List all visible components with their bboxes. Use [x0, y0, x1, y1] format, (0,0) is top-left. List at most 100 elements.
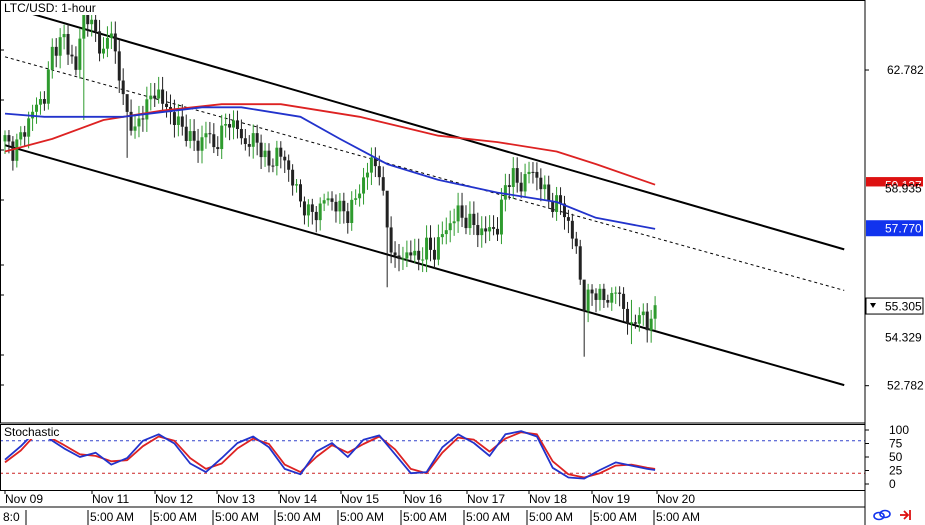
x-tick-label-date: Nov 11: [92, 492, 129, 506]
price-tick-label: 52.782: [887, 379, 924, 393]
candle-body: [429, 237, 433, 250]
candle-body: [302, 201, 306, 216]
candle-body: [492, 227, 496, 229]
candle-body: [511, 168, 515, 187]
candle-body: [539, 177, 543, 190]
channel-upper-line: [16, 8, 845, 251]
candle-body: [535, 171, 539, 178]
candle-body: [180, 116, 184, 127]
candle-body: [172, 112, 176, 125]
candle-body: [291, 169, 295, 186]
x-tick-label-date: Nov 12: [155, 492, 193, 506]
stochastic-d-line: [4, 431, 656, 479]
candle-body: [239, 129, 243, 139]
candle-body: [58, 37, 62, 56]
candle-body: [259, 142, 263, 158]
candle-body: [464, 217, 468, 229]
candle-body: [354, 198, 358, 200]
candle-body: [590, 289, 594, 294]
candle-body: [161, 89, 165, 104]
candle-body: [338, 200, 342, 212]
candle-body: [188, 131, 192, 141]
x-tick-label-left-partial: 8:0: [3, 510, 20, 524]
candle-body: [157, 89, 161, 99]
candle-body: [570, 220, 574, 239]
candle-body: [365, 172, 369, 178]
candle-body: [42, 99, 46, 104]
x-tick-label-time: 5:00 AM: [340, 510, 384, 524]
candle-body: [149, 95, 153, 100]
price-label: 58.935: [885, 181, 922, 195]
candle-body: [417, 250, 421, 260]
candle-body: [247, 144, 251, 147]
candle-body: [381, 177, 385, 191]
candle-body: [409, 252, 413, 256]
candle-body: [633, 322, 637, 324]
candle-body: [330, 198, 334, 202]
candle-body: [578, 246, 582, 280]
candle-body: [50, 46, 54, 70]
candle-body: [212, 134, 216, 148]
candle-body: [86, 7, 90, 25]
x-tick-label-date: Nov 15: [341, 492, 379, 506]
arrow-right-icon[interactable]: [900, 510, 911, 520]
candle-body: [559, 195, 563, 204]
candle-body: [503, 185, 507, 200]
price-label: 54.329: [885, 330, 922, 344]
candle-body: [626, 308, 630, 324]
candle-body: [566, 217, 570, 221]
candle-body: [358, 193, 362, 199]
candle-body: [204, 133, 208, 138]
candle-body: [582, 279, 586, 311]
candle-body: [165, 103, 169, 108]
x-tick-label-date: Nov 14: [279, 492, 317, 506]
candle-body: [594, 293, 598, 300]
price-plot: [3, 0, 845, 387]
candle-body: [243, 138, 247, 145]
candle-body: [472, 213, 476, 226]
candle-body: [393, 252, 397, 256]
candle-body: [649, 318, 653, 331]
candle-body: [66, 34, 70, 55]
candle-body: [480, 228, 484, 236]
x-tick-label-date: Nov 16: [404, 492, 442, 506]
moving-average-slow-line: [4, 103, 656, 186]
candle-body: [641, 311, 645, 316]
stochastic-title: Stochastic: [2, 425, 62, 439]
candle-body: [46, 69, 50, 104]
candle-body: [346, 211, 350, 223]
stoch-tick-label: 0: [889, 477, 896, 491]
candle-body: [618, 292, 622, 294]
candle-body: [235, 120, 239, 130]
candle-body: [425, 237, 429, 260]
price-panel-frame: [0, 0, 866, 424]
candle-body: [342, 200, 346, 212]
candle-body: [176, 116, 180, 125]
candle-body: [385, 190, 389, 228]
x-tick-label-time: 5:00 AM: [90, 510, 134, 524]
candle-body: [606, 300, 610, 303]
candle-body: [452, 221, 456, 224]
candle-body: [574, 238, 578, 247]
candle-body: [310, 204, 314, 212]
candle-body: [153, 95, 157, 99]
candle-body: [369, 157, 373, 173]
stochastic-plot: [0, 430, 865, 480]
candle-body: [460, 205, 464, 218]
x-tick-label-time: 5:00 AM: [593, 510, 637, 524]
candle-body: [488, 227, 492, 232]
candle-body: [113, 33, 117, 52]
candle-body: [251, 133, 255, 147]
price-label: 55.305: [885, 300, 922, 314]
stoch-tick-label: 75: [889, 437, 903, 451]
link-icon[interactable]: [873, 509, 891, 521]
candle-body: [133, 126, 137, 131]
candle-body: [267, 150, 271, 166]
candle-body: [326, 198, 330, 201]
candle-body: [531, 171, 535, 173]
candle-body: [389, 227, 393, 253]
candle-body: [94, 19, 98, 32]
candle-body: [232, 120, 236, 128]
